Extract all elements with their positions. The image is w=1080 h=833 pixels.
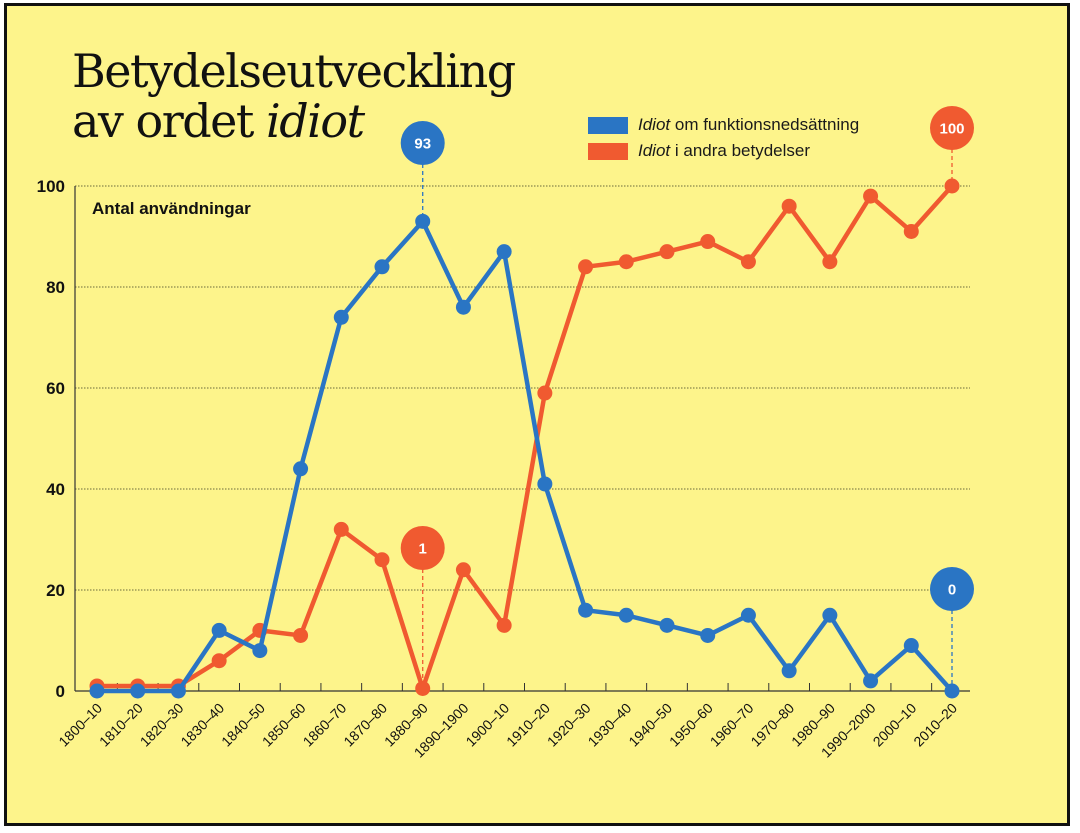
data-point: [659, 617, 675, 633]
x-tick-label: 1900–10: [462, 700, 512, 750]
data-point: [944, 683, 960, 699]
legend-italic: Idiot: [638, 141, 671, 160]
x-tick-label: 2000–10: [870, 700, 920, 750]
x-tick-label: 1840–50: [218, 700, 268, 750]
y-tick-label: 0: [56, 682, 65, 701]
title-line-2: av ordet: [72, 94, 266, 148]
x-tick-label: 1870–80: [340, 700, 390, 750]
annotation-bubbles: 93 1 0 100: [400, 106, 974, 611]
x-tick-label: 1960–70: [707, 700, 757, 750]
x-tick-label: 1830–40: [177, 700, 227, 750]
annotation-bubble: [400, 121, 445, 165]
y-tick-label: 60: [46, 379, 65, 398]
legend-italic: Idiot: [638, 115, 671, 134]
legend-item-blue: Idiot om funktionsnedsättning: [588, 112, 859, 138]
data-point: [496, 244, 512, 260]
legend: Idiot om funktionsnedsättning Idiot i an…: [588, 112, 859, 164]
data-point: [700, 627, 716, 643]
data-point: [618, 254, 634, 270]
x-tick-label: 1940–50: [625, 700, 675, 750]
y-tick-label: 80: [46, 278, 65, 297]
data-point: [455, 562, 471, 578]
x-tick-label: 1910–20: [503, 700, 553, 750]
data-point: [211, 622, 227, 638]
x-tick-label: 1860–70: [300, 700, 350, 750]
title-italic-word: idiot: [266, 94, 365, 148]
legend-item-orange: Idiot i andra betydelser: [588, 138, 859, 164]
data-point: [578, 602, 594, 618]
x-tick-label: 2010–20: [910, 700, 960, 750]
data-point: [130, 683, 146, 699]
data-point: [903, 223, 919, 239]
data-point: [578, 259, 594, 275]
series-line-blue: [94, 219, 955, 694]
data-point: [618, 607, 634, 623]
data-point: [496, 617, 512, 633]
data-point: [293, 627, 309, 643]
y-tick-label: 100: [37, 177, 65, 196]
x-tick-label: 1970–80: [747, 700, 797, 750]
annotation-label: 100: [939, 121, 964, 138]
x-tick-label: 1920–30: [544, 700, 594, 750]
data-point: [537, 476, 553, 492]
legend-text: om funktionsnedsättning: [670, 115, 860, 134]
data-point: [211, 653, 227, 669]
annotation-label: 1: [419, 541, 427, 558]
data-point: [740, 254, 756, 270]
data-point: [863, 673, 879, 689]
data-point: [333, 309, 349, 325]
y-axis-label: Antal användningar: [92, 199, 251, 218]
data-point: [415, 213, 431, 229]
legend-swatch-orange: [588, 142, 628, 160]
data-point: [740, 607, 756, 623]
data-point: [903, 638, 919, 654]
data-point: [374, 552, 390, 568]
legend-text: i andra betydelser: [670, 141, 811, 160]
annotation-leaders: [422, 128, 953, 691]
annotation-bubble: [930, 106, 974, 150]
data-point: [455, 299, 471, 315]
data-point: [89, 683, 105, 699]
data-point: [659, 244, 675, 260]
annotation-label: 93: [414, 136, 431, 153]
series-line-orange: [94, 183, 955, 691]
y-tick-label: 20: [46, 581, 65, 600]
data-point: [537, 385, 553, 401]
series: [89, 178, 960, 699]
x-tick-label: 1820–30: [137, 700, 187, 750]
data-point: [333, 521, 349, 537]
data-point: [252, 643, 268, 659]
y-tick-label: 40: [46, 480, 65, 499]
annotation-label: 0: [948, 582, 956, 599]
data-point: [944, 178, 960, 194]
x-tick-label: 1800–10: [55, 700, 105, 750]
data-point: [415, 680, 431, 696]
x-tick-label: 1930–40: [585, 700, 635, 750]
annotation-bubble: [400, 526, 445, 570]
data-point: [822, 607, 838, 623]
data-point: [374, 259, 390, 275]
data-point: [700, 234, 716, 250]
data-point: [863, 188, 879, 204]
x-tick-label: 1950–60: [666, 700, 716, 750]
annotation-bubble: [930, 567, 974, 611]
data-point: [781, 198, 797, 214]
chart-title: Betydelseutveckling av ordet idiot: [72, 44, 516, 148]
title-line-1: Betydelseutveckling: [72, 44, 516, 98]
data-point: [822, 254, 838, 270]
data-point: [293, 461, 309, 477]
x-tick-label: 1810–20: [96, 700, 146, 750]
x-tick-label: 1850–60: [259, 700, 309, 750]
legend-swatch-blue: [588, 116, 628, 134]
data-point: [781, 663, 797, 679]
gridlines: [75, 185, 970, 591]
data-point: [170, 683, 186, 699]
